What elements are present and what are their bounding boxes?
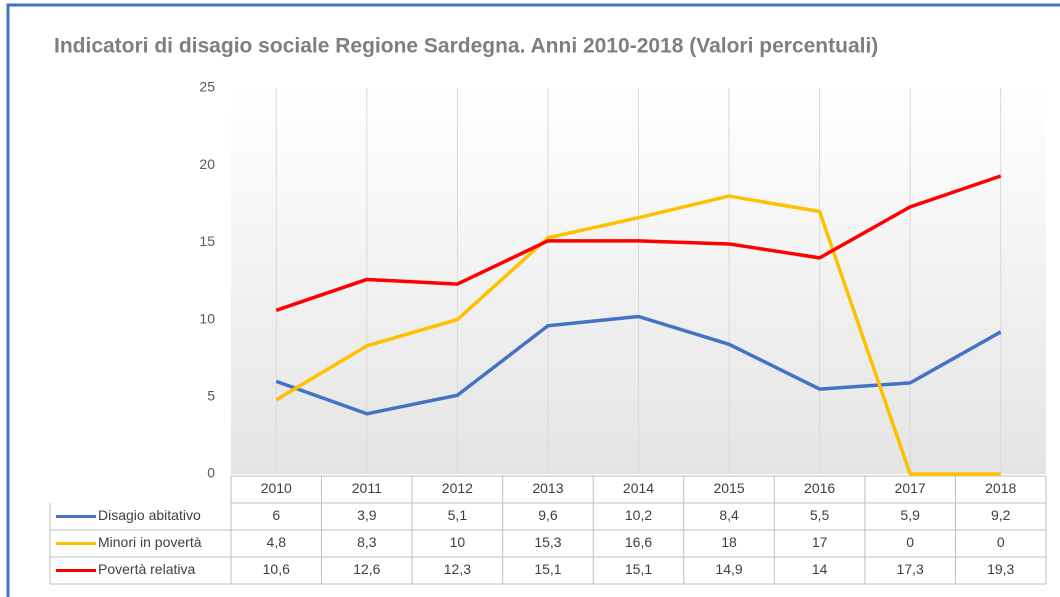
table-value: 15,1 [534,561,561,577]
series-line [275,194,1001,476]
chart-title: Indicatori di disagio sociale Regione Sa… [54,35,878,58]
table-value: 18 [721,534,737,550]
table-value: 12,3 [444,561,471,577]
y-tick-label: 15 [199,233,215,249]
x-tick-label: 2010 [261,480,292,496]
x-tick-label: 2018 [985,480,1016,496]
table-value: 10 [450,534,466,550]
table-value: 9,2 [991,507,1011,523]
x-tick-label: 2015 [713,480,744,496]
legend-label: Disagio abitativo [98,507,201,523]
y-tick-label: 10 [199,310,215,326]
x-tick-label: 2011 [352,480,382,496]
frame [6,3,1060,597]
table-value: 15,3 [534,534,561,550]
table-value: 10,2 [625,507,652,523]
x-tick-label: 2017 [895,480,926,496]
y-tick-label: 0 [207,465,215,481]
legend-label: Povertà relativa [98,561,195,577]
table-value: 0 [906,534,914,550]
table-value: 12,6 [353,561,380,577]
table-value: 5,5 [810,507,830,523]
table-value: 5,1 [448,507,468,523]
table-value: 10,6 [263,561,290,577]
table-value: 14 [812,561,828,577]
x-tick-label: 2013 [532,480,563,496]
table-value: 5,9 [900,507,920,523]
table-value: 17 [812,534,828,550]
y-tick-label: 25 [199,79,215,95]
y-tick-label: 5 [207,388,215,404]
table-value: 4,8 [267,534,287,550]
table-value: 3,9 [357,507,377,523]
table-value: 16,6 [625,534,652,550]
table-value: 17,3 [897,561,924,577]
x-tick-label: 2014 [623,480,654,496]
table-value: 14,9 [715,561,742,577]
legend-label: Minori in povertà [98,534,202,550]
series-line [275,174,1002,312]
x-tick-label: 2016 [804,480,835,496]
x-tick-label: 2012 [442,480,473,496]
y-tick-label: 20 [199,156,215,172]
table-value: 15,1 [625,561,652,577]
table-value: 19,3 [987,561,1014,577]
table-value: 8,3 [357,534,377,550]
table-value: 6 [272,507,280,523]
table-value: 8,4 [719,507,739,523]
table-value: 0 [997,534,1005,550]
table-value: 9,6 [538,507,558,523]
